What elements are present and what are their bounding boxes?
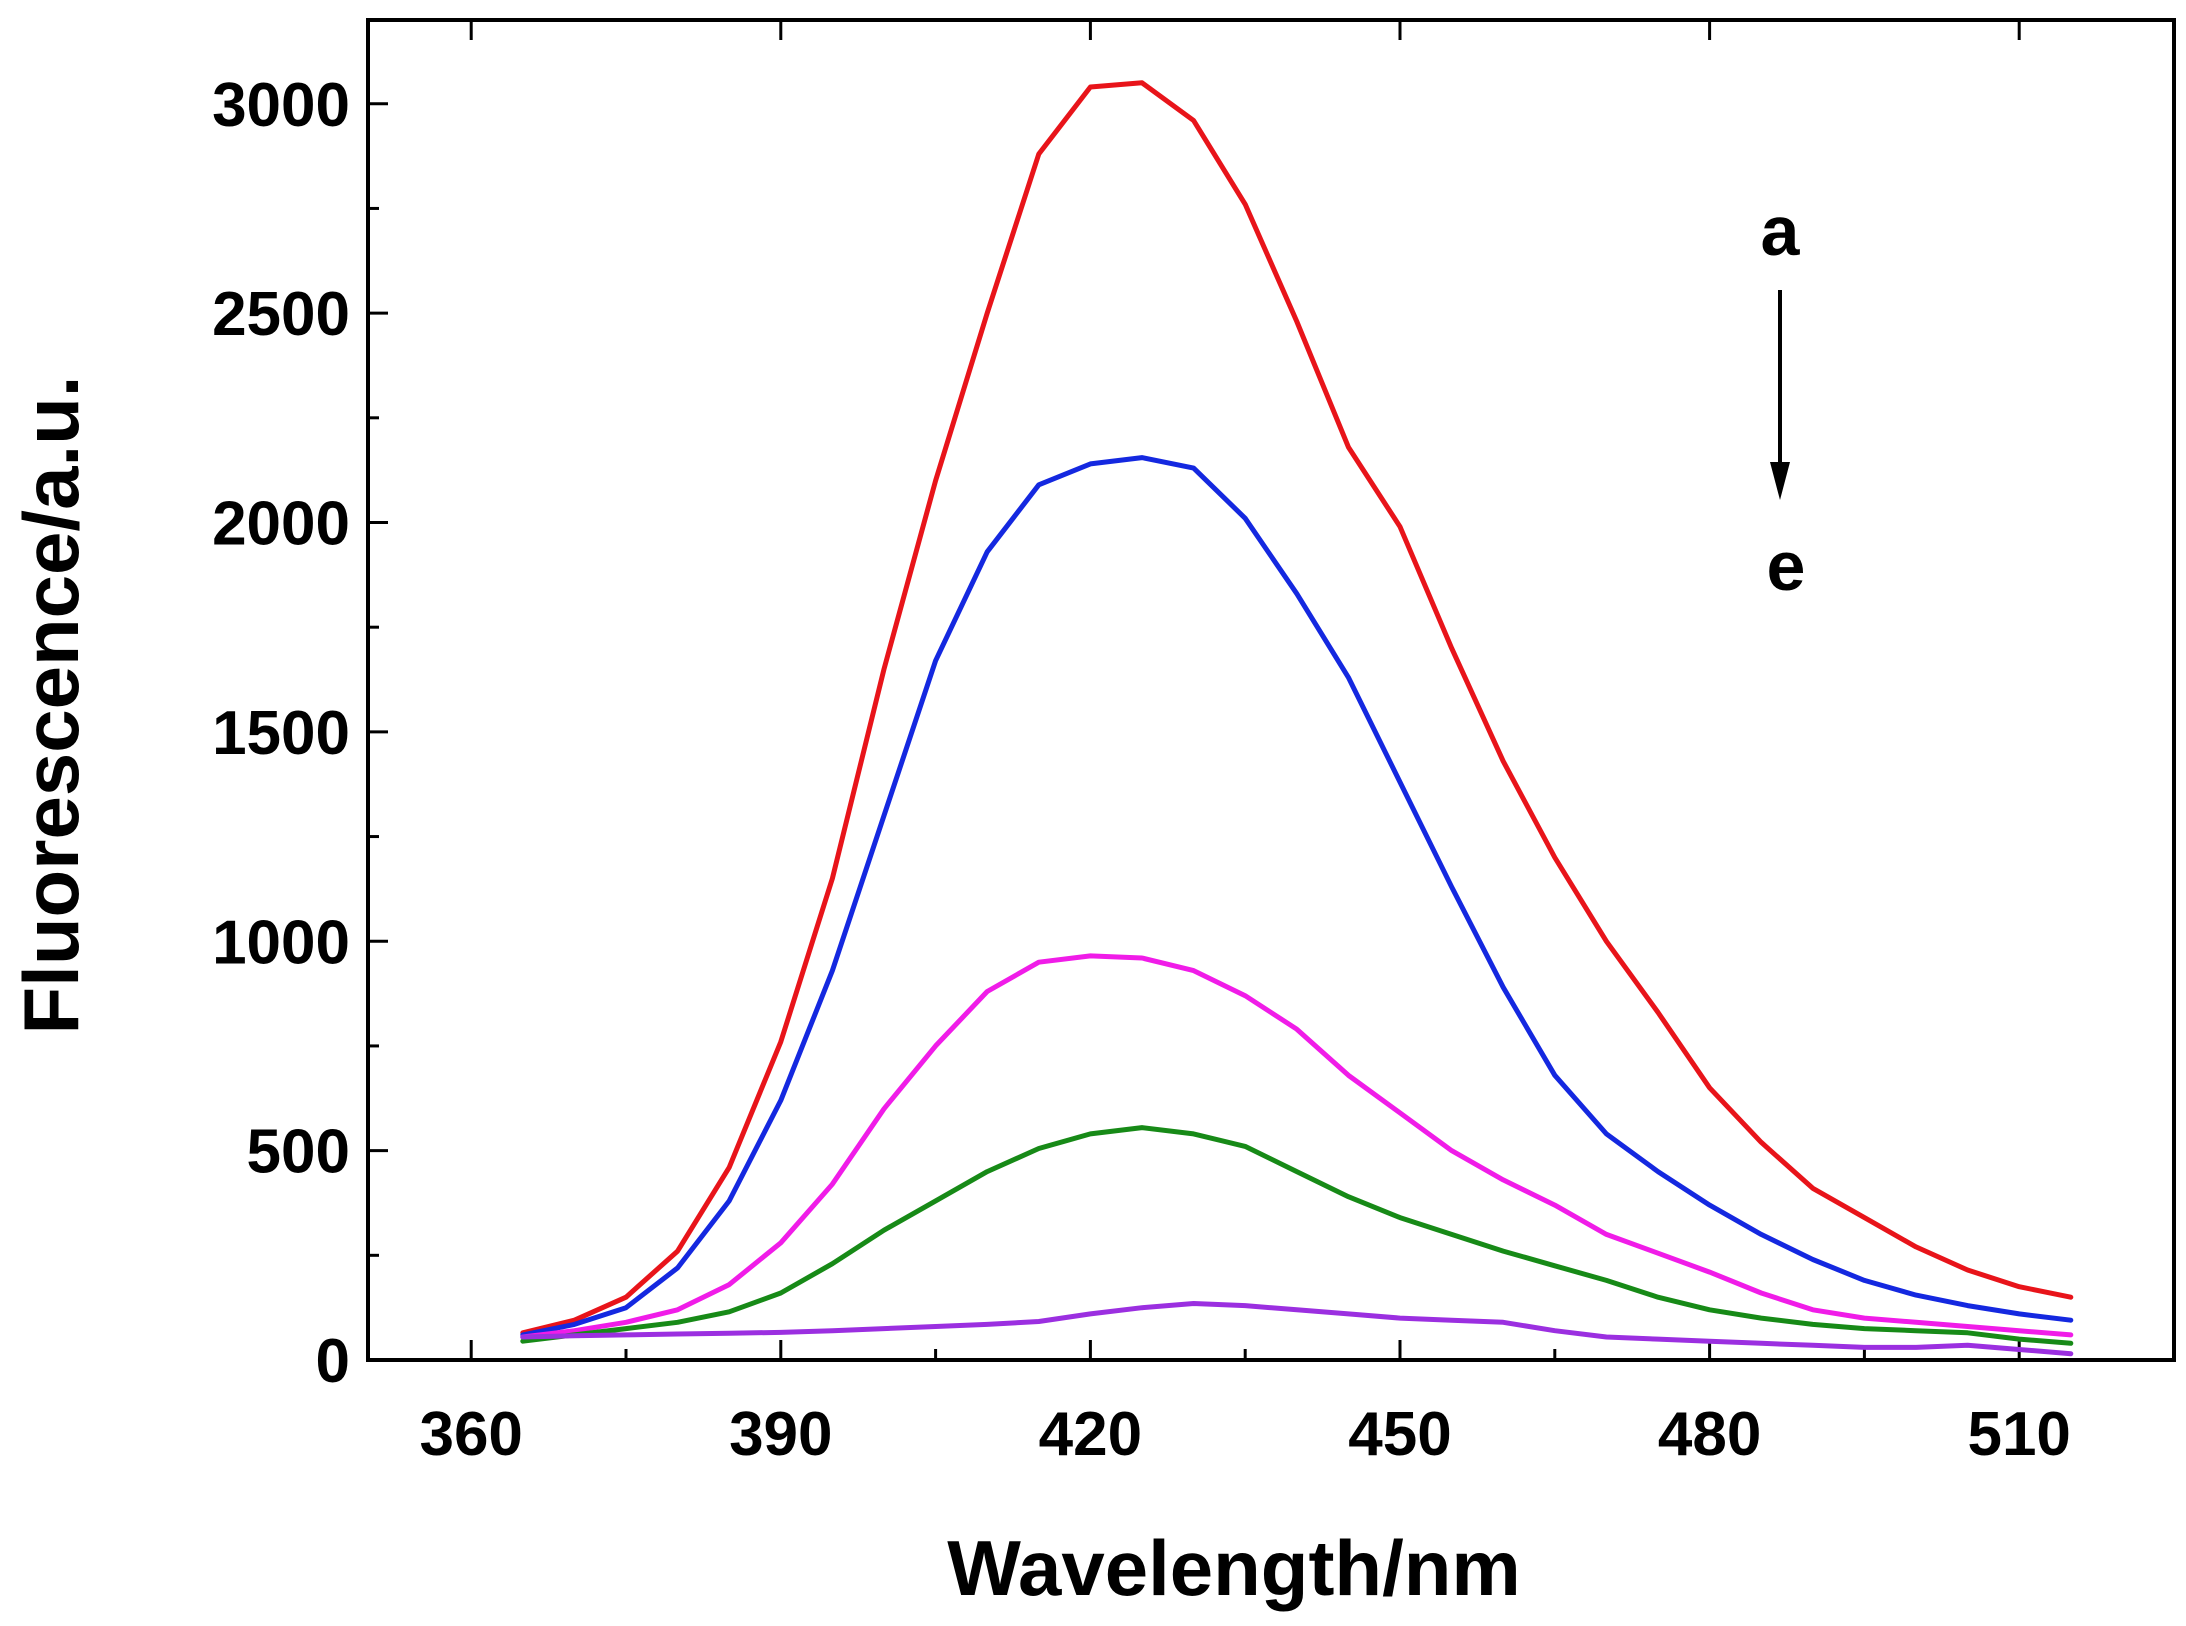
annotation-label-a: a	[1761, 192, 1801, 270]
series-line-b	[520, 455, 2074, 1338]
series-line-c	[520, 953, 2074, 1340]
x-tick-label: 480	[1658, 1400, 1761, 1469]
y-axis-title: Fluorescence/a.u.	[7, 376, 95, 1035]
y-tick-label: 500	[247, 1118, 350, 1187]
series-line-d	[520, 1125, 2074, 1346]
down-arrow-head-icon	[1770, 462, 1790, 500]
x-tick-label: 420	[1039, 1400, 1142, 1469]
x-tick-label: 390	[729, 1400, 832, 1469]
y-tick-label: 1500	[212, 699, 350, 768]
x-tick-label: 510	[1967, 1400, 2070, 1469]
annotation-label-e: e	[1767, 527, 1806, 605]
y-tick-label: 0	[316, 1327, 350, 1396]
series-line-a	[520, 80, 2074, 1336]
x-axis: 360 390 420 450 480 510	[419, 20, 2071, 1469]
y-axis: 0 500 1000 1500 2000 2500 3000	[212, 71, 388, 1396]
plot-frame	[366, 18, 2176, 1362]
y-tick-label: 1000	[212, 908, 350, 977]
y-tick-label: 3000	[212, 71, 350, 140]
series-line-e	[520, 1301, 2074, 1357]
x-tick-label: 450	[1348, 1400, 1451, 1469]
y-tick-label: 2500	[212, 280, 350, 349]
x-axis-title: Wavelength/nm	[947, 1524, 1521, 1612]
y-tick-label: 2000	[212, 490, 350, 559]
trend-annotation: a e	[1761, 192, 1806, 605]
x-tick-label: 360	[419, 1400, 522, 1469]
series-layer	[520, 80, 2074, 1357]
